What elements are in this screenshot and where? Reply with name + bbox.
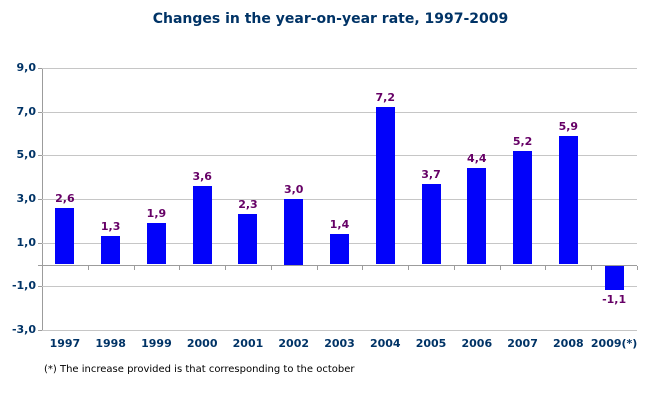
category-tick bbox=[408, 265, 410, 270]
bar bbox=[284, 199, 304, 265]
category-tick bbox=[42, 265, 43, 270]
bar-value-label: 3,7 bbox=[421, 167, 441, 181]
category-tick bbox=[545, 265, 547, 270]
category-tick bbox=[179, 265, 181, 270]
chart-title: Changes in the year-on-year rate, 1997-2… bbox=[152, 11, 509, 27]
x-axis-label: 1997 bbox=[49, 337, 81, 350]
bar bbox=[421, 183, 441, 265]
gridline bbox=[42, 199, 637, 200]
bar-value-label: -1,1 bbox=[602, 292, 627, 306]
bar bbox=[375, 107, 395, 265]
bar-value-label: 4,4 bbox=[467, 152, 487, 166]
x-axis-label: 2006 bbox=[461, 337, 493, 350]
gridline bbox=[42, 155, 637, 157]
category-tick bbox=[316, 265, 318, 270]
y-axis-tick bbox=[38, 111, 42, 113]
bar bbox=[558, 135, 578, 265]
category-tick bbox=[362, 265, 364, 270]
x-axis-line bbox=[42, 264, 637, 266]
y-axis-tick bbox=[38, 68, 42, 69]
bar-value-label: 2,3 bbox=[238, 198, 258, 212]
category-tick bbox=[453, 265, 455, 270]
bar-value-label: 1,9 bbox=[146, 207, 167, 221]
y-axis-tick bbox=[38, 286, 42, 288]
y-axis-tick bbox=[38, 264, 42, 266]
x-axis-label: 2002 bbox=[278, 337, 310, 350]
bar-value-label: 2,6 bbox=[55, 191, 75, 205]
bar-value-label: 3,0 bbox=[283, 183, 304, 196]
gridline bbox=[42, 68, 637, 69]
x-axis-label: 2000 bbox=[186, 337, 218, 350]
category-tick bbox=[591, 265, 593, 270]
y-axis-label: 5,0 bbox=[16, 148, 37, 162]
y-axis-label: -3,0 bbox=[11, 323, 36, 336]
bar bbox=[146, 223, 166, 265]
footnote: (*) The increase provided is that corres… bbox=[44, 364, 355, 375]
y-axis-tick bbox=[38, 199, 42, 200]
gridline bbox=[42, 330, 637, 331]
bar bbox=[467, 168, 487, 265]
bar-value-label: 3,6 bbox=[192, 169, 212, 183]
category-tick bbox=[225, 265, 227, 270]
y-axis-label: 1,0 bbox=[16, 235, 37, 249]
x-axis-label: 2001 bbox=[232, 337, 264, 350]
y-axis-label: 9,0 bbox=[16, 61, 37, 74]
y-axis-label: 3,0 bbox=[16, 192, 37, 205]
plot-area: 2,6 1997 1,3 1998 1,9 1999 3,6 2000 2,3 2001 3,0 20… bbox=[42, 68, 638, 350]
x-axis-label: 2005 bbox=[415, 337, 447, 350]
bar bbox=[101, 236, 121, 265]
category-tick bbox=[270, 265, 272, 270]
bar-value-label: 7,2 bbox=[375, 91, 396, 105]
gridline bbox=[42, 286, 637, 288]
category-tick bbox=[499, 265, 501, 270]
y-axis-label: 7,0 bbox=[16, 104, 37, 118]
bar bbox=[513, 150, 533, 265]
y-axis-label: -1,0 bbox=[11, 279, 36, 293]
category-tick bbox=[133, 265, 135, 270]
bar bbox=[238, 214, 258, 265]
bar-value-label: 1,3 bbox=[100, 220, 121, 234]
x-axis-label: 1998 bbox=[95, 337, 126, 350]
y-axis-tick bbox=[38, 330, 42, 331]
x-axis-label: 1999 bbox=[141, 337, 172, 350]
bar bbox=[55, 207, 75, 265]
y-axis-tick bbox=[38, 155, 42, 157]
bar-value-label: 1,4 bbox=[329, 217, 350, 231]
bar-value-label: 5,9 bbox=[558, 119, 579, 133]
x-axis-label: 2009(*) bbox=[590, 337, 638, 350]
bar bbox=[192, 185, 212, 265]
x-axis-label: 2007 bbox=[507, 337, 538, 350]
x-axis-label: 2003 bbox=[324, 337, 355, 350]
category-tick bbox=[637, 265, 638, 270]
gridline bbox=[42, 111, 637, 113]
y-axis-tick bbox=[38, 242, 42, 244]
bar-value-label: 5,2 bbox=[512, 134, 533, 148]
x-axis-label: 2008 bbox=[553, 337, 584, 350]
bar bbox=[604, 265, 624, 290]
category-tick bbox=[87, 265, 89, 270]
bar bbox=[330, 233, 349, 265]
x-axis-label: 2004 bbox=[369, 337, 401, 350]
